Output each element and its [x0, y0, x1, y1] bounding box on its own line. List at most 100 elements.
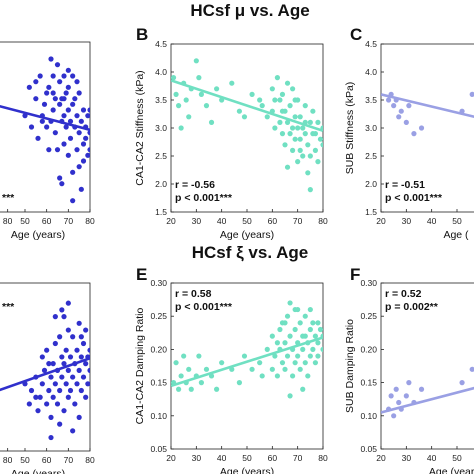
y-tick-label: 0.05 [360, 444, 377, 454]
regression-line [381, 386, 474, 414]
data-point [292, 136, 298, 142]
data-point [87, 147, 90, 153]
data-point [307, 187, 313, 193]
data-point [284, 313, 291, 319]
data-point [176, 386, 182, 392]
data-point [26, 401, 32, 407]
panel-label: B [136, 25, 148, 44]
data-point [292, 326, 298, 333]
data-point [302, 313, 308, 319]
x-axis-label: Age (years) [11, 229, 65, 241]
data-point [282, 142, 288, 148]
y-tick-label: 3.0 [155, 123, 167, 133]
x-tick-label: 60 [42, 216, 52, 226]
r-value: r = 0.52 [385, 288, 422, 300]
x-tick-label: 20 [376, 453, 386, 463]
data-point [282, 340, 288, 346]
y-tick-label: 0.30 [360, 278, 377, 288]
x-tick-label: 40 [217, 216, 227, 226]
data-point [70, 198, 76, 204]
x-tick-label: 50 [242, 216, 252, 226]
p-value: p = 0.002** [385, 301, 439, 313]
data-point [83, 135, 89, 141]
data-point [87, 347, 90, 353]
data-point [312, 147, 318, 153]
panel-d: 80 50 60 70 80 Age (years) *** [0, 282, 95, 474]
data-point [83, 361, 89, 367]
data-point [292, 306, 298, 313]
data-point [70, 428, 76, 434]
data-point [48, 374, 54, 380]
data-point [287, 300, 293, 306]
data-point [78, 387, 84, 394]
data-point [277, 97, 283, 103]
data-point [70, 169, 76, 175]
data-point [292, 360, 298, 366]
y-tick-label: 3.5 [155, 95, 167, 105]
y-tick-label: 0.25 [150, 311, 167, 321]
data-point [300, 125, 306, 131]
data-point [312, 131, 318, 137]
data-point [310, 346, 316, 352]
x-tick-label: 50 [452, 453, 462, 463]
data-point [396, 399, 402, 406]
data-point [274, 340, 280, 346]
data-point [277, 119, 283, 125]
data-point [74, 79, 80, 85]
y-tick-label: 0.10 [150, 411, 167, 421]
x-tick-label: 50 [452, 216, 462, 226]
data-point [63, 124, 69, 130]
panel-label: F [350, 265, 360, 284]
panel-f: 0.05 0.10 0.15 0.20 0.25 0.30 20 30 40 50 Age (yea… [344, 265, 474, 474]
scatter-points [22, 56, 90, 204]
y-tick-label: 0.25 [360, 311, 377, 321]
data-point [52, 130, 58, 136]
data-point [214, 86, 220, 92]
data-point [57, 334, 63, 340]
data-point [72, 96, 78, 102]
data-point [46, 361, 52, 367]
data-point [203, 103, 210, 109]
panel-e: 0.05 0.10 0.15 0.20 0.25 0.30 20 30 40 50 60 70 80 Ag… [134, 265, 328, 474]
data-point [295, 159, 301, 165]
data-point [44, 347, 50, 353]
data-point [287, 393, 293, 399]
data-point [59, 354, 65, 360]
data-point [39, 354, 45, 360]
data-point [287, 131, 293, 137]
data-point [57, 387, 63, 394]
data-point [39, 381, 45, 387]
data-point [315, 353, 321, 359]
data-point [287, 103, 293, 109]
x-tick-label: 30 [192, 216, 202, 226]
data-point [196, 75, 202, 81]
data-point [76, 367, 82, 373]
data-point [297, 136, 303, 142]
data-point [236, 108, 242, 114]
data-point [70, 73, 76, 79]
data-point [469, 366, 474, 372]
data-point [46, 387, 52, 394]
x-tick-label: 30 [192, 453, 202, 463]
data-point [279, 91, 286, 97]
data-point [61, 73, 67, 79]
data-point [307, 306, 313, 313]
x-tick-label: 20 [166, 453, 176, 463]
data-point [57, 79, 63, 85]
data-point [307, 353, 313, 359]
data-point [183, 97, 189, 103]
data-point [70, 374, 76, 380]
data-point [72, 401, 78, 407]
data-point [74, 113, 80, 119]
data-point [65, 152, 71, 158]
panel-b: 1.5 2.0 2.5 3.0 3.5 4.0 4.5 20 30 40 50 60 70 80 Age (… [134, 25, 328, 241]
data-point [241, 353, 248, 359]
data-point [391, 103, 397, 109]
r-value: r = -0.51 [385, 179, 425, 191]
data-point [63, 381, 69, 387]
scatter-points [171, 58, 323, 193]
y-tick-label: 3.0 [365, 123, 377, 133]
data-point [312, 360, 318, 366]
data-point [52, 314, 58, 320]
data-point [76, 130, 82, 136]
